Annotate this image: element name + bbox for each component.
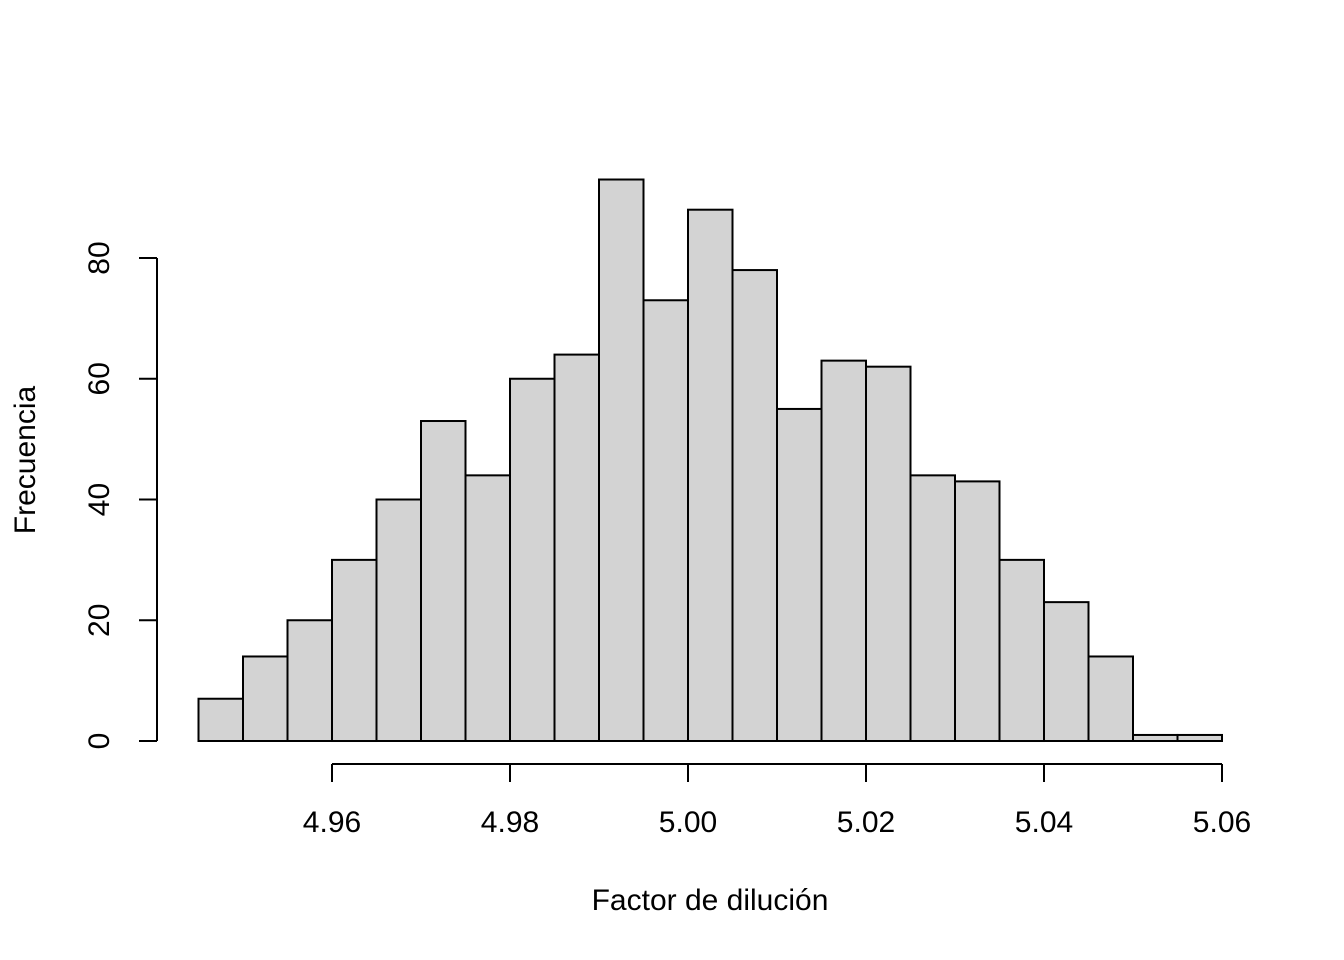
y-tick-label: 80 <box>83 241 116 274</box>
histogram-bar <box>1087 655 1134 742</box>
histogram-bar <box>598 178 645 742</box>
x-tick-label: 5.04 <box>1015 806 1073 839</box>
histogram-bar <box>820 359 867 742</box>
y-tick-label: 60 <box>83 362 116 395</box>
histogram-bar <box>242 655 289 742</box>
histogram-bar <box>909 474 956 742</box>
histogram-bar <box>776 407 823 742</box>
y-axis: 0 20 40 60 80 <box>83 241 158 750</box>
histogram-bar <box>331 558 378 743</box>
histogram-bar <box>731 269 778 742</box>
histogram-bar <box>375 498 422 742</box>
histogram-bar <box>464 474 511 742</box>
x-tick-label: 4.98 <box>481 806 539 839</box>
histogram-bar <box>286 619 333 742</box>
x-tick-label: 5.00 <box>659 806 717 839</box>
y-tick-label: 0 <box>83 733 116 750</box>
bars-group <box>197 178 1223 743</box>
y-tick-label: 20 <box>83 604 116 637</box>
histogram-bar <box>1176 733 1223 743</box>
histogram-bar <box>509 377 556 742</box>
x-tick-label: 4.96 <box>303 806 361 839</box>
histogram-bar <box>553 353 600 742</box>
x-axis-title: Factor de dilución <box>592 884 829 917</box>
x-tick-label: 5.06 <box>1193 806 1251 839</box>
x-axis: 4.96 4.98 5.00 5.02 5.04 5.06 <box>303 763 1251 839</box>
histogram-bar <box>954 480 1001 742</box>
histogram-bar <box>197 697 244 742</box>
y-tick-label: 40 <box>83 483 116 516</box>
histogram-bar <box>420 420 467 742</box>
histogram-bar <box>998 558 1045 743</box>
histogram-bar <box>865 365 912 742</box>
x-tick-label: 5.02 <box>837 806 895 839</box>
histogram-bar <box>1132 733 1179 743</box>
y-axis-title: Frecuencia <box>9 385 42 534</box>
histogram-bar <box>642 299 689 742</box>
histogram-bar <box>687 208 734 742</box>
histogram-bar <box>1043 601 1090 743</box>
